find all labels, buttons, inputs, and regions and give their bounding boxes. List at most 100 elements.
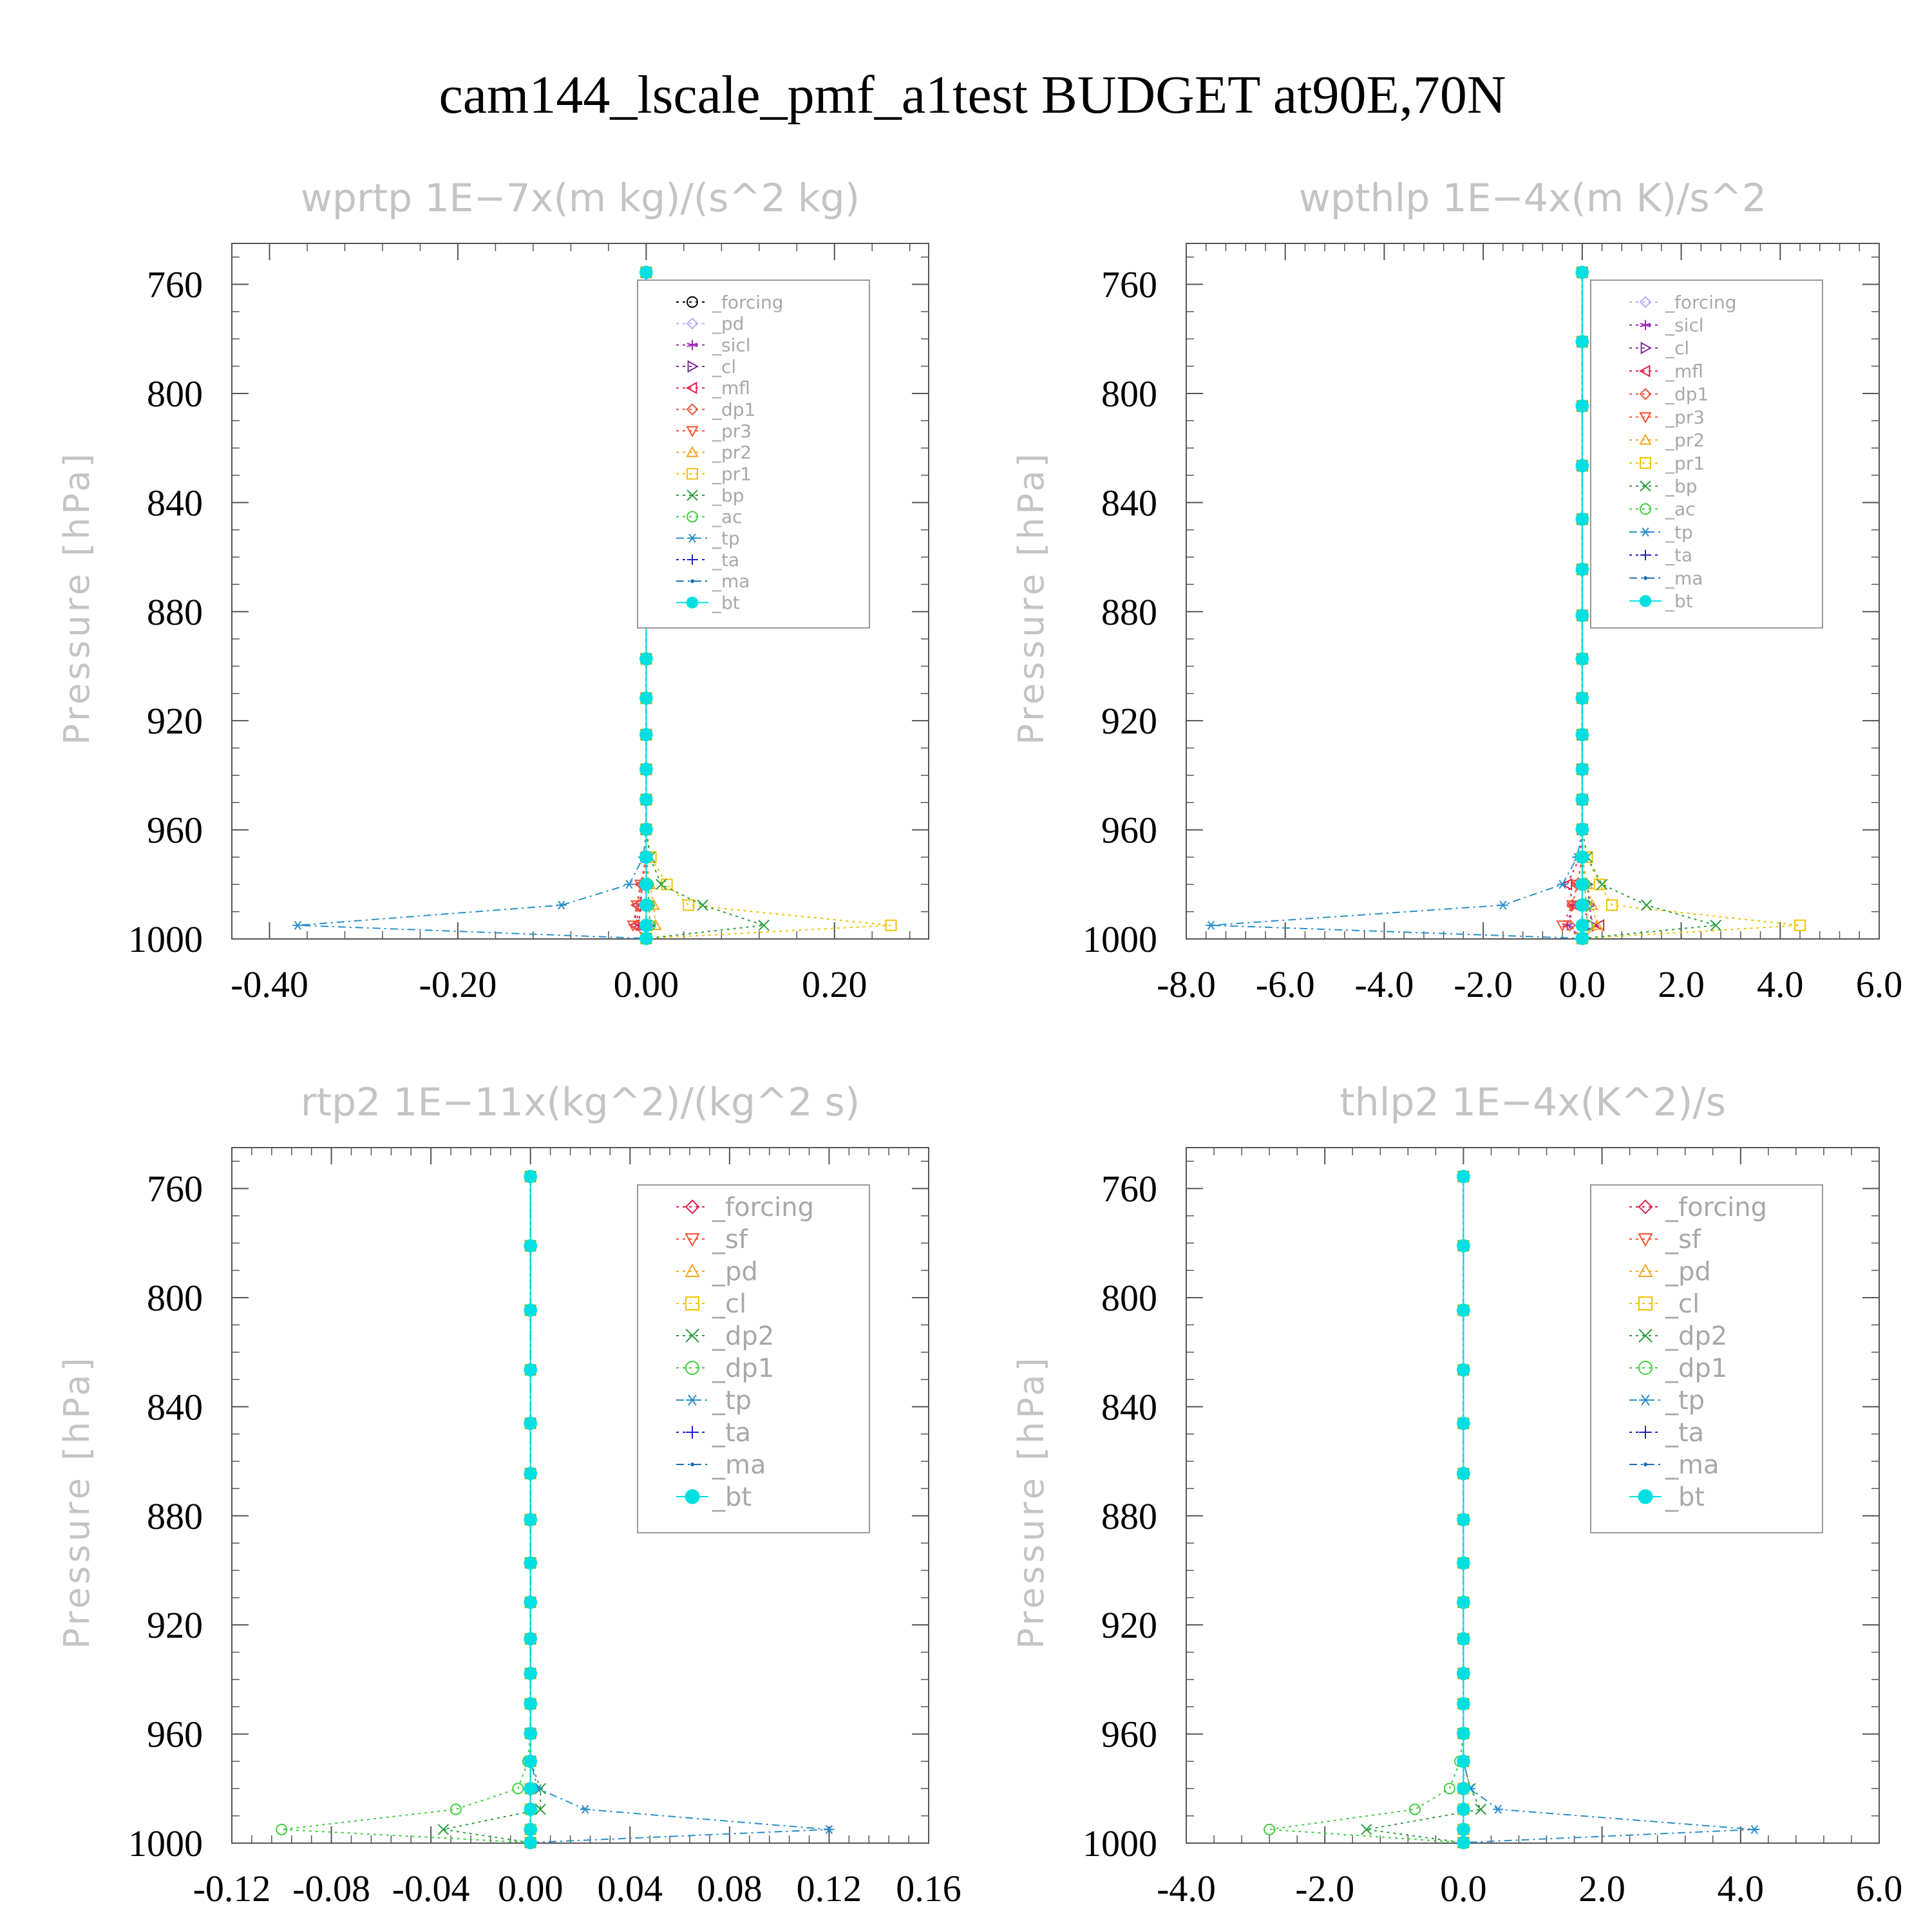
legend-label: _pd: [712, 313, 744, 334]
data-point: [1457, 1556, 1470, 1570]
legend-marker: [1638, 1263, 1653, 1277]
legend-label: _ta: [712, 1418, 751, 1448]
y-tick-label: 800: [1101, 373, 1157, 415]
legend-label: _mfl: [1665, 361, 1703, 382]
x-tick-label: 6.0: [1856, 1868, 1903, 1909]
data-point: [1575, 877, 1589, 891]
data-point: [1457, 1632, 1470, 1646]
legend-label: _cl: [712, 1289, 746, 1319]
y-tick-label: 760: [147, 1168, 203, 1210]
legend-label: _ta: [712, 549, 739, 571]
x-tick-label: -0.12: [193, 1868, 271, 1909]
data-point: [639, 265, 653, 279]
data-point: [524, 1556, 538, 1570]
x-tick-label: -2.0: [1295, 1868, 1354, 1909]
legend-label: _pd: [1665, 1257, 1711, 1287]
legend-marker: [686, 1426, 699, 1439]
legend-label: _dp1: [1665, 1354, 1727, 1383]
chart-panel: wprtp 1E−7x(m kg)/(s^2 kg) Pressure [hPa]…: [57, 176, 929, 1005]
legend-marker: [687, 339, 698, 350]
data-point: [1794, 919, 1806, 931]
legend-label: _tp: [1665, 1386, 1705, 1416]
data-point: [580, 1804, 591, 1814]
legend-marker: [687, 360, 699, 373]
legend-marker: [1640, 549, 1651, 560]
data-point: [1575, 931, 1589, 945]
data-point: [1575, 850, 1589, 864]
data-point: [1409, 1803, 1421, 1815]
legend-marker: [1638, 1361, 1653, 1375]
data-point: [524, 1835, 538, 1850]
data-point: [524, 1303, 538, 1317]
data-point: [1457, 1835, 1470, 1850]
legend-marker: [1638, 1296, 1653, 1311]
data-point: [1443, 1783, 1455, 1795]
legend-label: _dp1: [712, 399, 755, 420]
legend-label: _sf: [712, 1225, 748, 1255]
y-tick-label: 840: [147, 1386, 203, 1428]
legend-label: _bp: [1665, 476, 1698, 497]
data-point: [1457, 1303, 1470, 1317]
y-tick-label: 800: [1101, 1277, 1157, 1319]
data-point: [512, 1783, 524, 1795]
legend-marker: [1640, 480, 1651, 492]
data-point: [639, 931, 653, 945]
legend-label: _ac: [712, 506, 743, 527]
data-point: [276, 1823, 288, 1835]
y-tick-label: 1000: [128, 1823, 203, 1864]
legend-label: _dp1: [712, 1354, 774, 1383]
x-tick-label: -6.0: [1256, 963, 1315, 1005]
series: [1457, 1170, 1470, 1850]
legend-label: _bt: [712, 592, 740, 613]
legend-label: _tp: [712, 1386, 752, 1416]
data-point: [524, 1727, 538, 1741]
panel-title: wprtp 1E−7x(m kg)/(s^2 kg): [301, 176, 860, 221]
legend-marker: [687, 533, 697, 543]
data-point: [1575, 562, 1589, 576]
data-point: [524, 1697, 538, 1710]
legend-marker: [685, 1296, 699, 1311]
data-point: [524, 1416, 538, 1430]
legend-label: _cl: [712, 356, 736, 377]
data-point: [1457, 1667, 1470, 1680]
data-point: [1575, 918, 1589, 933]
legend-label: _tp: [712, 527, 740, 549]
x-tick-label: 0.12: [797, 1868, 862, 1909]
data-point: [656, 878, 667, 890]
x-tick-label: -8.0: [1157, 963, 1216, 1005]
y-tick-label: 760: [1101, 264, 1157, 306]
legend-marker: [1639, 296, 1652, 308]
y-axis-label: Pressure [hPa]: [57, 1354, 97, 1649]
data-point: [1575, 459, 1589, 473]
legend-marker: [1640, 527, 1651, 537]
legend-marker: [1640, 341, 1653, 355]
legend-label: _dp2: [1665, 1321, 1727, 1351]
legend-marker: [1639, 1394, 1652, 1406]
legend-label: _dp1: [1665, 384, 1709, 405]
data-point: [524, 1781, 538, 1795]
y-tick-label: 920: [1101, 700, 1157, 742]
data-point: [524, 1513, 538, 1527]
data-point: [1575, 691, 1589, 705]
plot-frame: [1186, 243, 1880, 940]
legend-box: [1590, 279, 1823, 629]
y-axis-label: Pressure [hPa]: [1011, 450, 1052, 744]
data-point: [1641, 899, 1653, 911]
data-point: [556, 900, 567, 910]
chart-panel: rtp2 1E−11x(kg^2)/(kg^2 s) Pressure [hPa]…: [57, 1080, 961, 1909]
data-point: [450, 1803, 462, 1815]
x-tick-label: 0.00: [498, 1868, 564, 1909]
legend-label: _pr2: [1665, 430, 1705, 451]
y-tick-label: 880: [1101, 1495, 1157, 1537]
series-line: [1211, 272, 1583, 940]
y-tick-label: 960: [147, 1714, 203, 1756]
data-point: [1575, 335, 1589, 348]
legend-marker: [686, 446, 699, 457]
legend-marker: [1639, 595, 1652, 607]
data-point: [683, 899, 695, 911]
legend-marker: [1643, 1463, 1647, 1466]
y-tick-label: 1000: [1083, 1823, 1157, 1864]
y-axis-label: Pressure [hPa]: [57, 450, 97, 744]
x-tick-label: 2.0: [1578, 1868, 1625, 1909]
data-point: [639, 793, 653, 806]
